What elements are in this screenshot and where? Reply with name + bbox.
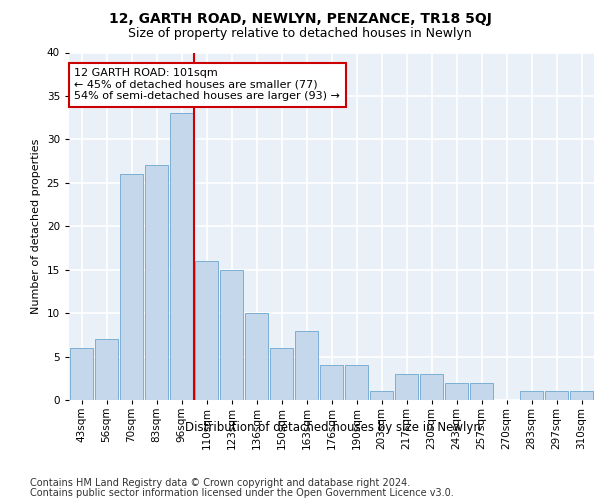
Bar: [220, 270, 244, 400]
Bar: [70, 348, 94, 400]
Bar: [569, 392, 593, 400]
Text: 12, GARTH ROAD, NEWLYN, PENZANCE, TR18 5QJ: 12, GARTH ROAD, NEWLYN, PENZANCE, TR18 5…: [109, 12, 491, 26]
Bar: [520, 392, 544, 400]
Bar: [170, 114, 193, 400]
Bar: [395, 374, 418, 400]
Bar: [194, 261, 218, 400]
Bar: [95, 339, 118, 400]
Text: Contains public sector information licensed under the Open Government Licence v3: Contains public sector information licen…: [30, 488, 454, 498]
Text: Distribution of detached houses by size in Newlyn: Distribution of detached houses by size …: [185, 421, 481, 434]
Bar: [269, 348, 293, 400]
Text: 12 GARTH ROAD: 101sqm
← 45% of detached houses are smaller (77)
54% of semi-deta: 12 GARTH ROAD: 101sqm ← 45% of detached …: [74, 68, 340, 102]
Bar: [344, 365, 368, 400]
Text: Size of property relative to detached houses in Newlyn: Size of property relative to detached ho…: [128, 28, 472, 40]
Bar: [545, 392, 568, 400]
Text: Contains HM Land Registry data © Crown copyright and database right 2024.: Contains HM Land Registry data © Crown c…: [30, 478, 410, 488]
Bar: [245, 313, 268, 400]
Y-axis label: Number of detached properties: Number of detached properties: [31, 138, 41, 314]
Bar: [145, 166, 169, 400]
Bar: [119, 174, 143, 400]
Bar: [370, 392, 394, 400]
Bar: [295, 330, 319, 400]
Bar: [445, 382, 469, 400]
Bar: [419, 374, 443, 400]
Bar: [320, 365, 343, 400]
Bar: [470, 382, 493, 400]
